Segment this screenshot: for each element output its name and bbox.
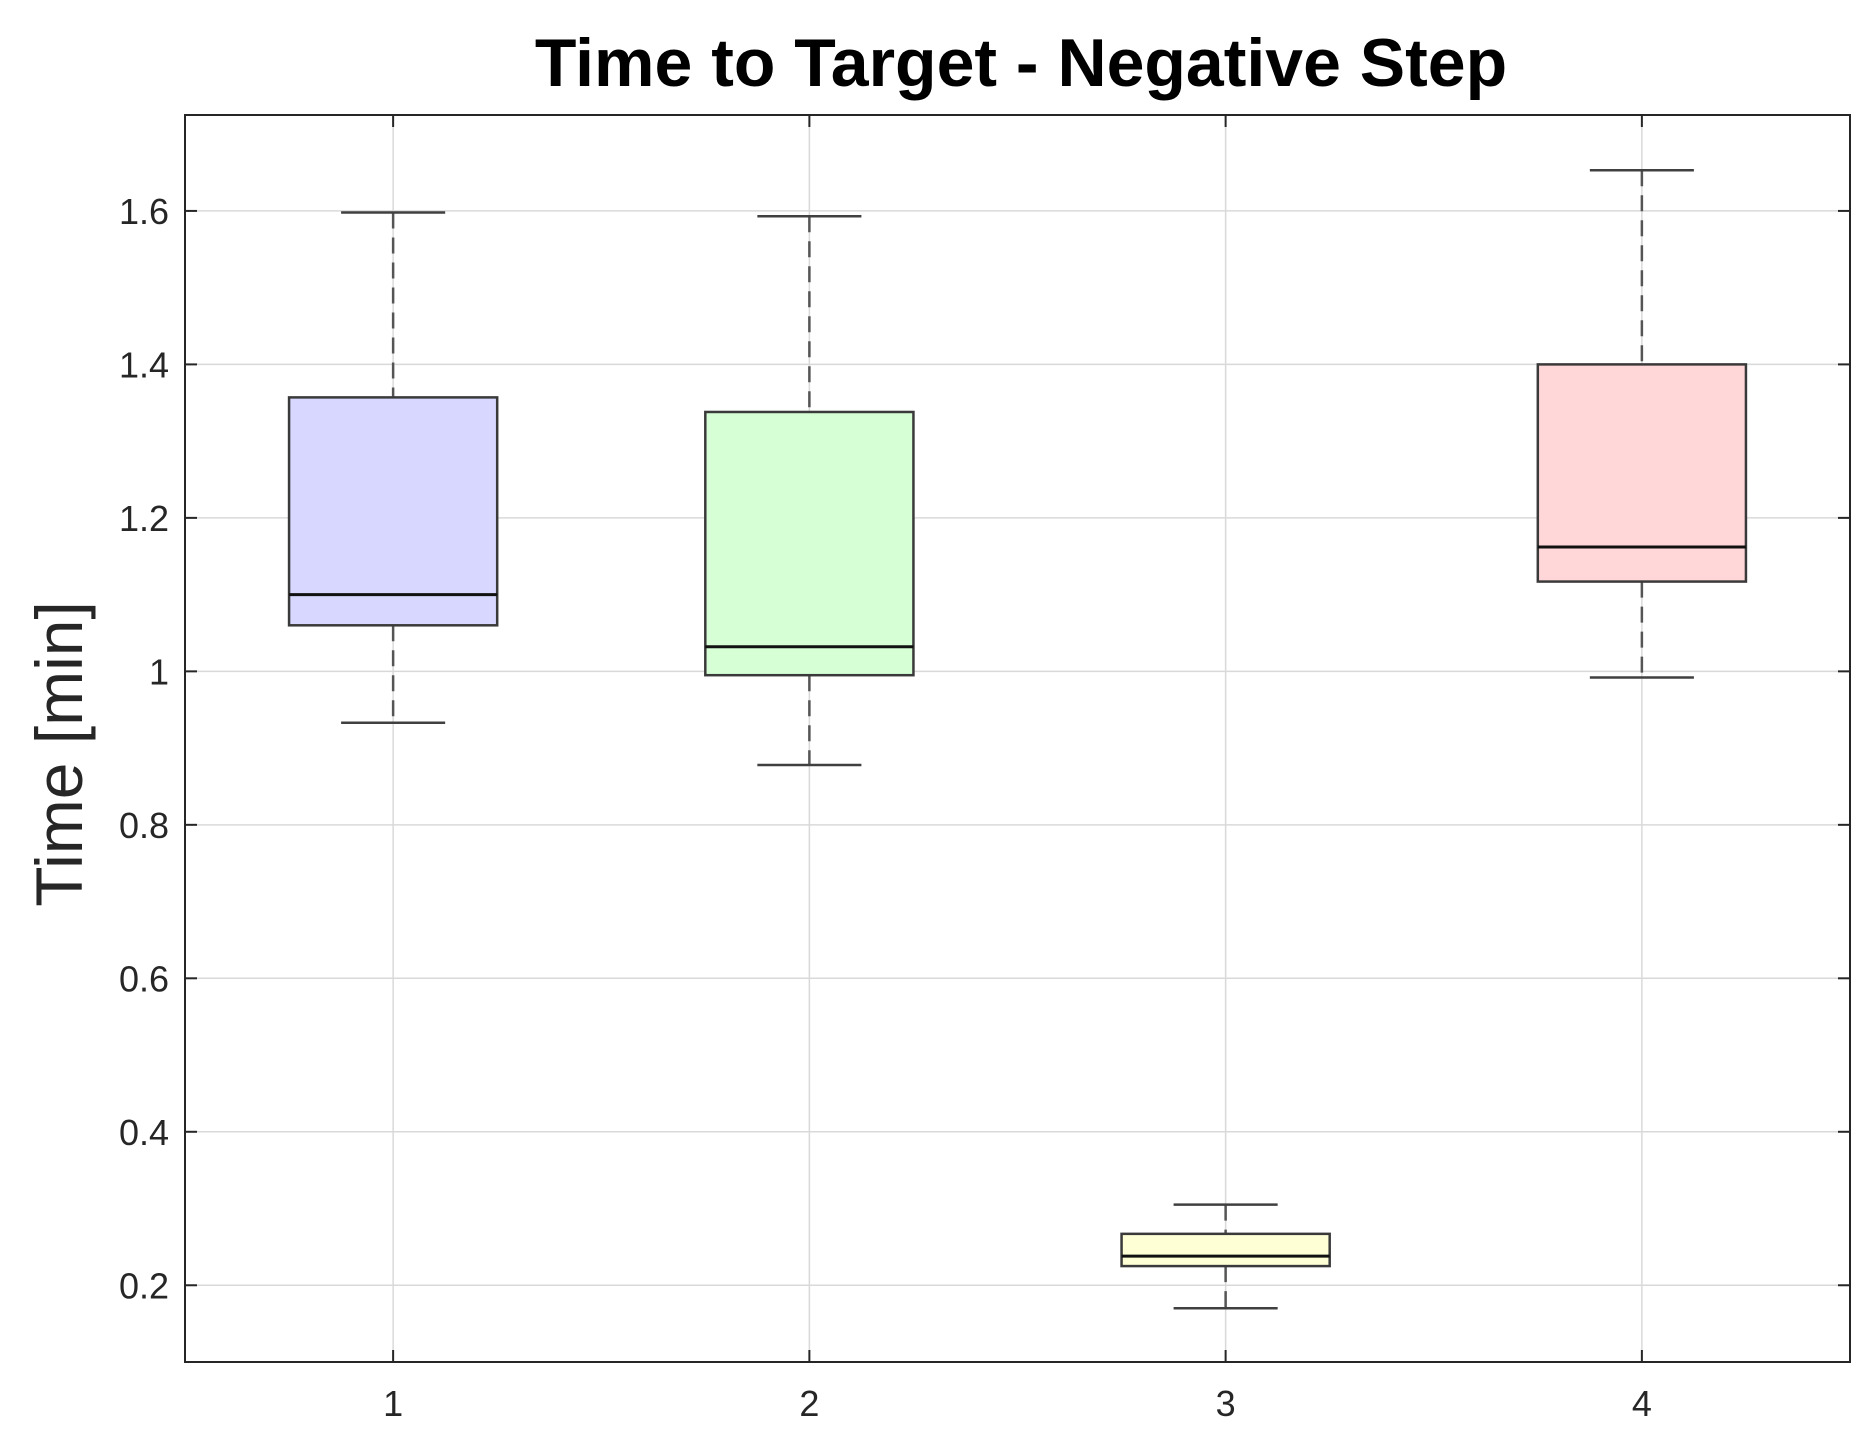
iqr-box xyxy=(1120,1232,1331,1268)
x-tick-label: 3 xyxy=(1216,1383,1236,1424)
box-group-3 xyxy=(1120,1203,1331,1310)
x-tick-label: 1 xyxy=(383,1383,403,1424)
x-tick-labels: 1 2 3 4 xyxy=(383,1383,1652,1424)
box-group-4 xyxy=(1536,169,1748,679)
iqr-box xyxy=(704,410,915,677)
x-tick-label: 2 xyxy=(799,1383,819,1424)
chart-title: Time to Target - Negative Step xyxy=(535,25,1507,101)
box-group-1 xyxy=(287,211,499,725)
y-tick-label: 0.4 xyxy=(119,1112,169,1153)
iqr-box xyxy=(287,396,499,627)
box-layer xyxy=(287,169,1748,1310)
y-tick-label: 0.6 xyxy=(119,958,169,999)
x-tick-label: 4 xyxy=(1632,1383,1652,1424)
tick-marks xyxy=(185,115,1850,1362)
y-tick-label: 1 xyxy=(149,651,169,692)
box-group-2 xyxy=(704,215,915,767)
y-tick-label: 0.2 xyxy=(119,1265,169,1306)
y-tick-labels: 0.2 0.4 0.6 0.8 1 1.2 1.4 1.6 xyxy=(119,191,169,1306)
grid-lines xyxy=(185,115,1850,1362)
axes-frame xyxy=(184,114,1851,1363)
y-tick-label: 1.2 xyxy=(119,498,169,539)
y-tick-label: 0.8 xyxy=(119,805,169,846)
y-tick-label: 1.6 xyxy=(119,191,169,232)
y-tick-label: 1.4 xyxy=(119,344,169,385)
y-axis-label: Time [min] xyxy=(22,601,96,907)
iqr-box xyxy=(1536,363,1748,583)
